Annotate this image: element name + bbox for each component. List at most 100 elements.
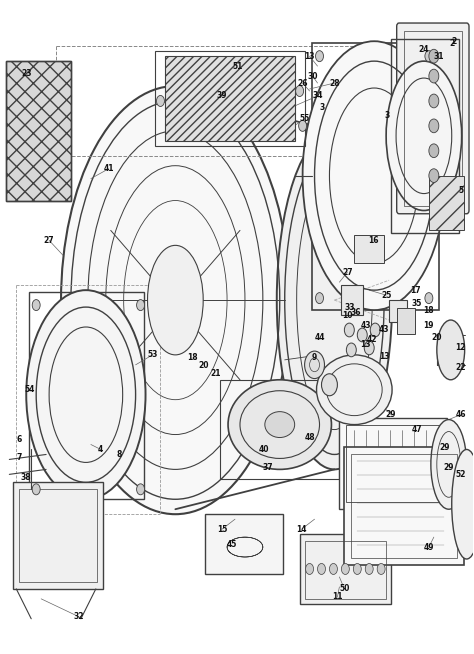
Circle shape [365,564,373,574]
Text: 8: 8 [116,450,121,459]
FancyBboxPatch shape [397,23,469,214]
Text: 3: 3 [320,103,325,112]
Bar [346,424,440,502]
Text: 18: 18 [187,353,198,362]
Circle shape [425,50,433,61]
Text: 51: 51 [233,61,243,71]
Text: 48: 48 [304,433,315,442]
Bar [6,61,71,201]
Text: 31: 31 [434,52,444,61]
Ellipse shape [452,449,474,559]
Text: 12: 12 [456,343,466,353]
Ellipse shape [302,41,446,310]
Text: 30: 30 [307,71,318,80]
Bar [404,31,462,205]
Bar [19,489,97,582]
Text: 32: 32 [73,612,84,621]
Circle shape [353,564,361,574]
Circle shape [370,323,380,337]
Bar [220,380,339,479]
Circle shape [316,292,323,303]
Bar [397,308,415,334]
Text: 45: 45 [227,540,237,549]
Circle shape [32,300,40,311]
Text: 46: 46 [456,410,466,419]
Text: 54: 54 [24,385,35,394]
Circle shape [429,144,439,158]
Circle shape [429,169,439,182]
Circle shape [316,50,323,61]
Bar [29,292,144,499]
Text: 29: 29 [444,463,454,472]
Bar [6,61,71,201]
Text: 36: 36 [350,307,361,317]
Text: 22: 22 [456,364,466,372]
Text: 7: 7 [17,453,22,462]
Circle shape [156,95,164,107]
Text: 5: 5 [458,186,463,195]
Bar [339,418,447,509]
Ellipse shape [26,290,146,499]
Bar [300,534,391,604]
Text: 3: 3 [384,111,390,120]
Bar [205,514,283,574]
Text: 37: 37 [263,463,273,472]
Text: 4: 4 [98,445,103,454]
Text: 16: 16 [368,236,378,245]
Text: 29: 29 [386,410,396,419]
Circle shape [345,323,354,337]
Text: 18: 18 [424,305,434,315]
Bar [345,447,464,565]
Text: 40: 40 [259,445,269,454]
Circle shape [299,120,307,131]
Text: 55: 55 [300,114,310,124]
Circle shape [318,564,326,574]
Ellipse shape [147,245,203,355]
Text: 42: 42 [367,336,377,345]
Bar [305,541,386,599]
Circle shape [329,564,337,574]
Text: 47: 47 [411,425,422,434]
Circle shape [429,69,439,83]
Ellipse shape [437,320,465,380]
Text: 43: 43 [379,326,389,334]
Text: 13: 13 [304,52,315,61]
Ellipse shape [228,380,331,470]
Bar [354,235,384,264]
Circle shape [429,94,439,108]
Text: 39: 39 [217,92,228,101]
Ellipse shape [61,86,290,514]
Bar [311,43,439,310]
Text: 33: 33 [344,303,355,311]
Text: 21: 21 [210,370,220,378]
Text: 15: 15 [217,525,227,534]
Bar [13,483,103,589]
Bar [389,300,407,322]
Bar [155,51,305,146]
Circle shape [137,300,145,311]
Text: 9: 9 [312,353,317,362]
Circle shape [429,119,439,133]
Text: 13: 13 [360,341,371,349]
Text: 6: 6 [17,435,22,444]
Text: 28: 28 [329,78,340,88]
Text: 14: 14 [296,525,307,534]
Bar [391,39,459,233]
Text: 44: 44 [314,334,325,343]
Text: 11: 11 [332,593,343,601]
Text: 35: 35 [412,299,422,307]
Circle shape [346,343,356,357]
Text: 43: 43 [361,320,372,330]
Text: 52: 52 [456,470,466,479]
Text: 38: 38 [21,473,32,482]
Text: 23: 23 [21,69,31,78]
Circle shape [357,328,367,342]
Ellipse shape [317,355,392,424]
Ellipse shape [265,411,295,438]
Text: 19: 19 [424,320,434,330]
Bar [351,455,457,558]
Circle shape [429,49,439,63]
Circle shape [32,484,40,495]
Circle shape [425,292,433,303]
Text: 34: 34 [312,92,323,101]
